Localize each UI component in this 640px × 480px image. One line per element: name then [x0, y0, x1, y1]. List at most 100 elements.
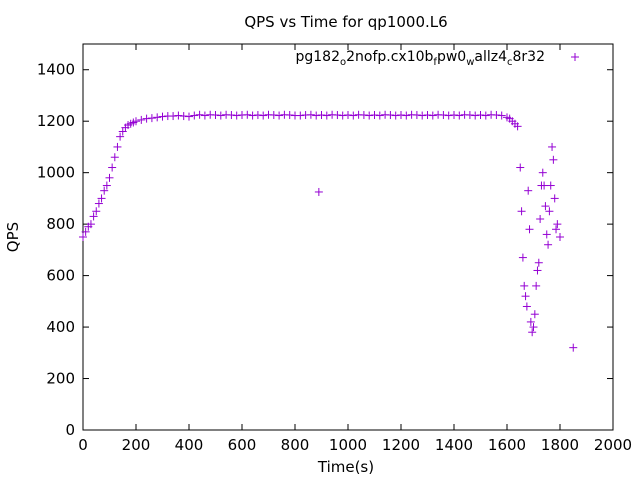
legend-marker: [571, 53, 579, 61]
data-point: [269, 111, 278, 120]
data-point: [86, 220, 95, 229]
y-tick-label: 0: [65, 421, 75, 439]
data-point: [132, 117, 140, 126]
data-point: [550, 194, 559, 203]
x-tick-label: 400: [175, 436, 204, 454]
data-point: [79, 233, 87, 241]
data-point: [397, 111, 405, 120]
data-point: [248, 111, 257, 120]
data-point: [545, 207, 554, 216]
data-point: [497, 111, 506, 120]
data-point: [528, 328, 537, 337]
data-point: [556, 233, 564, 241]
y-tick-label: 400: [46, 318, 75, 336]
data-point: [113, 142, 122, 151]
data-point: [110, 153, 119, 162]
x-tick-label: 1400: [435, 436, 473, 454]
data-point: [153, 113, 162, 122]
data-point: [521, 292, 530, 301]
data-point: [137, 115, 146, 124]
data-point: [108, 163, 117, 172]
data-point: [365, 111, 374, 120]
data-point: [333, 111, 342, 120]
data-point: [476, 111, 485, 120]
data-point: [552, 225, 561, 234]
data-point: [450, 111, 458, 120]
data-point: [306, 110, 315, 119]
data-point: [549, 155, 558, 164]
data-point: [465, 111, 474, 120]
data-point: [517, 207, 526, 216]
data-point: [526, 317, 535, 326]
x-tick-label: 0: [78, 436, 88, 454]
data-point: [541, 202, 550, 211]
data-point: [444, 111, 453, 120]
data-point: [402, 111, 411, 120]
data-point: [92, 207, 101, 216]
data-point: [359, 111, 368, 120]
data-point: [530, 310, 539, 319]
data-point: [322, 111, 331, 120]
data-point: [142, 114, 151, 123]
data-point: [81, 227, 90, 236]
x-tick-label: 1200: [382, 436, 420, 454]
x-tick-label: 1000: [329, 436, 367, 454]
data-point: [97, 194, 106, 203]
legend-point: [571, 53, 579, 61]
data-point: [418, 111, 427, 120]
data-point: [275, 111, 284, 120]
y-tick-label: 1400: [37, 61, 75, 79]
data-point: [94, 199, 103, 208]
data-point: [439, 111, 448, 120]
data-point: [169, 112, 178, 121]
chart-title: QPS vs Time for qp1000.L6: [244, 13, 447, 31]
data-point: [285, 111, 294, 120]
data-point: [569, 343, 578, 352]
data-point: [116, 132, 125, 141]
y-tick-label: 800: [46, 215, 75, 233]
data-point: [513, 122, 522, 131]
data-point: [232, 111, 241, 120]
data-point: [544, 240, 553, 249]
data-point: [344, 111, 352, 120]
data-point: [525, 225, 534, 234]
x-tick-label: 1600: [488, 436, 526, 454]
data-point: [471, 111, 480, 120]
data-point: [534, 258, 543, 267]
x-axis-ticks: 0 200 400 600 800 1000 1200 1400 1600 1800 2000: [78, 44, 632, 454]
data-point: [200, 111, 209, 120]
data-point: [386, 111, 395, 120]
y-axis-label: QPS: [4, 222, 22, 252]
data-point: [412, 111, 421, 120]
data-point: [102, 181, 111, 190]
y-tick-label: 1200: [37, 112, 75, 130]
legend-label: pg182o2nofp.cx10bfpw0wallz4c8r32: [296, 49, 546, 68]
data-point: [147, 114, 156, 123]
data-point: [538, 168, 547, 177]
data-point: [243, 110, 252, 119]
data-point: [520, 281, 529, 290]
data-point: [481, 111, 490, 120]
data-points: [79, 110, 578, 352]
y-tick-label: 600: [46, 267, 75, 285]
data-point: [428, 111, 437, 120]
data-point: [314, 187, 323, 196]
data-point: [259, 111, 268, 120]
data-point: [533, 266, 542, 275]
data-point: [375, 111, 384, 120]
data-point: [100, 186, 109, 195]
data-point: [518, 253, 527, 262]
data-point: [349, 111, 358, 120]
data-point: [179, 112, 188, 121]
legend: pg182o2nofp.cx10bfpw0wallz4c8r32: [296, 49, 579, 68]
data-point: [338, 111, 347, 120]
data-point: [227, 111, 236, 120]
x-tick-label: 1800: [541, 436, 579, 454]
data-point: [195, 110, 204, 119]
data-point: [253, 111, 262, 120]
data-point: [370, 111, 379, 120]
x-tick-label: 200: [122, 436, 151, 454]
data-point: [542, 230, 551, 239]
